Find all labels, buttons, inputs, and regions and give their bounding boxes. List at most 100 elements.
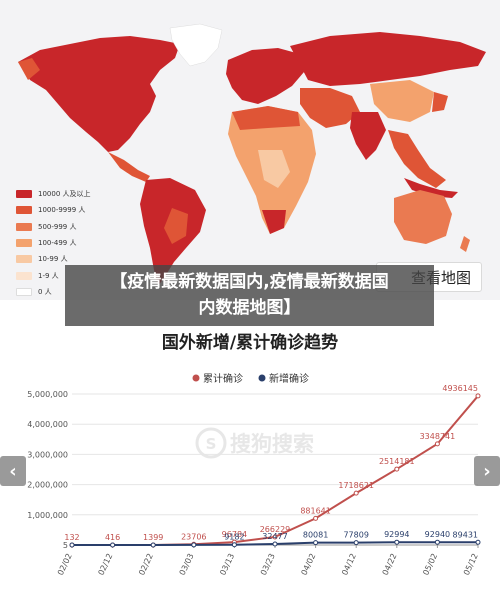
data-point xyxy=(272,534,278,540)
world-map-card[interactable]: 10000 人及以上 1000-9999 人 500-999 人 100-499… xyxy=(0,0,500,300)
watermark-logo-icon xyxy=(195,427,227,459)
data-point xyxy=(475,539,481,545)
x-tick-label: 02/22 xyxy=(137,552,155,577)
chevron-right-icon: › xyxy=(483,460,491,482)
data-label: 96784 xyxy=(222,530,247,539)
legend-item: 1000-9999 人 xyxy=(16,202,91,218)
chevron-left-icon: ‹ xyxy=(9,460,17,482)
legend-swatch xyxy=(16,206,32,215)
map-china xyxy=(370,80,434,122)
y-tick-label: 4,000,000 xyxy=(27,420,68,429)
data-label: 80081 xyxy=(303,531,328,540)
map-new-zealand xyxy=(460,236,470,252)
map-east-asia xyxy=(432,92,448,112)
data-label: 92940 xyxy=(425,530,450,539)
legend-label: 100-499 人 xyxy=(38,239,77,248)
y-tick-label: 5 xyxy=(63,541,68,550)
map-greenland xyxy=(169,23,223,67)
x-tick-label: 03/03 xyxy=(178,552,196,577)
legend-dot-cumulative xyxy=(192,374,200,382)
map-south-america-mid xyxy=(164,208,188,244)
map-north-america xyxy=(18,36,180,152)
map-europe xyxy=(226,48,304,104)
chart-series: 132 416 1399 23706 96784 266229 881641 1718621 2… xyxy=(64,384,481,548)
x-tick-label: 04/12 xyxy=(340,552,358,577)
data-label: 32477 xyxy=(262,532,287,541)
legend-label: 1000-9999 人 xyxy=(38,206,86,215)
x-tick-label: 04/22 xyxy=(381,552,399,577)
legend-swatch xyxy=(16,190,32,199)
legend-swatch xyxy=(16,271,32,280)
legend-item: 500-999 人 xyxy=(16,219,91,235)
data-label: 881641 xyxy=(300,506,331,515)
x-tick-label: 03/13 xyxy=(218,552,236,577)
map-alaska xyxy=(18,58,40,80)
data-label: 132 xyxy=(64,533,79,542)
map-legend: 10000 人及以上 1000-9999 人 500-999 人 100-499… xyxy=(16,186,91,300)
data-point xyxy=(69,542,75,548)
x-tick-label: 05/12 xyxy=(462,552,480,577)
data-point xyxy=(353,490,359,496)
y-tick-label: 5,000,000 xyxy=(27,390,68,399)
data-label: 23706 xyxy=(181,532,206,541)
y-tick-label: 3,000,000 xyxy=(27,450,68,459)
legend-item: 0 人 xyxy=(16,284,91,300)
legend-swatch xyxy=(16,239,32,248)
world-map xyxy=(18,23,486,286)
data-label: 266229 xyxy=(260,525,291,534)
watermark: S 搜狗搜索 xyxy=(195,427,314,459)
article-caption: 【疫情最新数据国内,疫情最新数据国 内数据地图】 xyxy=(65,265,434,326)
map-north-africa xyxy=(232,106,300,130)
map-middle-east xyxy=(300,88,360,128)
x-tick-label: 05/02 xyxy=(421,552,439,577)
legend-swatch xyxy=(16,287,32,296)
legend-label-new: 新增确诊 xyxy=(269,372,309,385)
data-label: 1399 xyxy=(143,533,163,542)
data-point xyxy=(434,441,440,447)
data-point xyxy=(313,515,319,521)
map-south-africa xyxy=(262,210,286,234)
caption-line-2: 内数据地图】 xyxy=(198,298,301,318)
data-point xyxy=(353,540,359,546)
map-australia xyxy=(394,190,452,244)
watermark-logo-glyph: S xyxy=(206,435,217,453)
legend-label: 10000 人及以上 xyxy=(38,190,91,199)
prev-image-button[interactable]: ‹ xyxy=(0,456,26,486)
data-label: 1718621 xyxy=(338,481,374,490)
data-point xyxy=(191,542,197,548)
data-point xyxy=(150,542,156,548)
legend-label: 1-9 人 xyxy=(38,271,59,280)
y-axis: 5,000,000 4,000,000 3,000,000 2,000,000 1,00… xyxy=(27,390,68,550)
x-axis: 02/02 02/12 02/22 03/03 03/13 03/23 04/02 04/12… xyxy=(56,544,480,577)
y-tick-label: 2,000,000 xyxy=(27,481,68,490)
legend-item: 100-499 人 xyxy=(16,235,91,251)
x-tick-label: 02/02 xyxy=(56,552,74,577)
caption-line-1: 【疫情最新数据国内,疫情最新数据国 xyxy=(110,272,389,292)
next-image-button[interactable]: › xyxy=(474,456,500,486)
data-point xyxy=(272,541,278,547)
chart-title: 国外新增/累计确诊趋势 xyxy=(161,333,339,353)
x-tick-label: 02/12 xyxy=(97,552,115,577)
chart-grid xyxy=(72,393,478,546)
series-line-0 xyxy=(71,395,479,546)
map-india xyxy=(350,112,386,160)
data-label: 77809 xyxy=(343,531,368,540)
watermark-text: 搜狗搜索 xyxy=(230,432,314,456)
legend-label: 0 人 xyxy=(38,287,52,296)
data-label: 4936145 xyxy=(442,384,478,393)
map-russia xyxy=(290,32,486,86)
data-label: 9182 xyxy=(224,533,244,542)
map-africa-light xyxy=(258,150,290,188)
legend-item: 1-9 人 xyxy=(16,267,91,283)
x-tick-label: 04/02 xyxy=(300,552,318,577)
legend-swatch xyxy=(16,222,32,231)
chart-legend: 累计确诊 新增确诊 xyxy=(192,372,309,385)
data-point xyxy=(110,542,116,548)
legend-label-cumulative: 累计确诊 xyxy=(203,372,243,385)
map-central-america xyxy=(108,152,150,182)
data-point xyxy=(475,393,481,399)
data-label: 2514181 xyxy=(379,457,415,466)
data-point xyxy=(313,540,319,546)
